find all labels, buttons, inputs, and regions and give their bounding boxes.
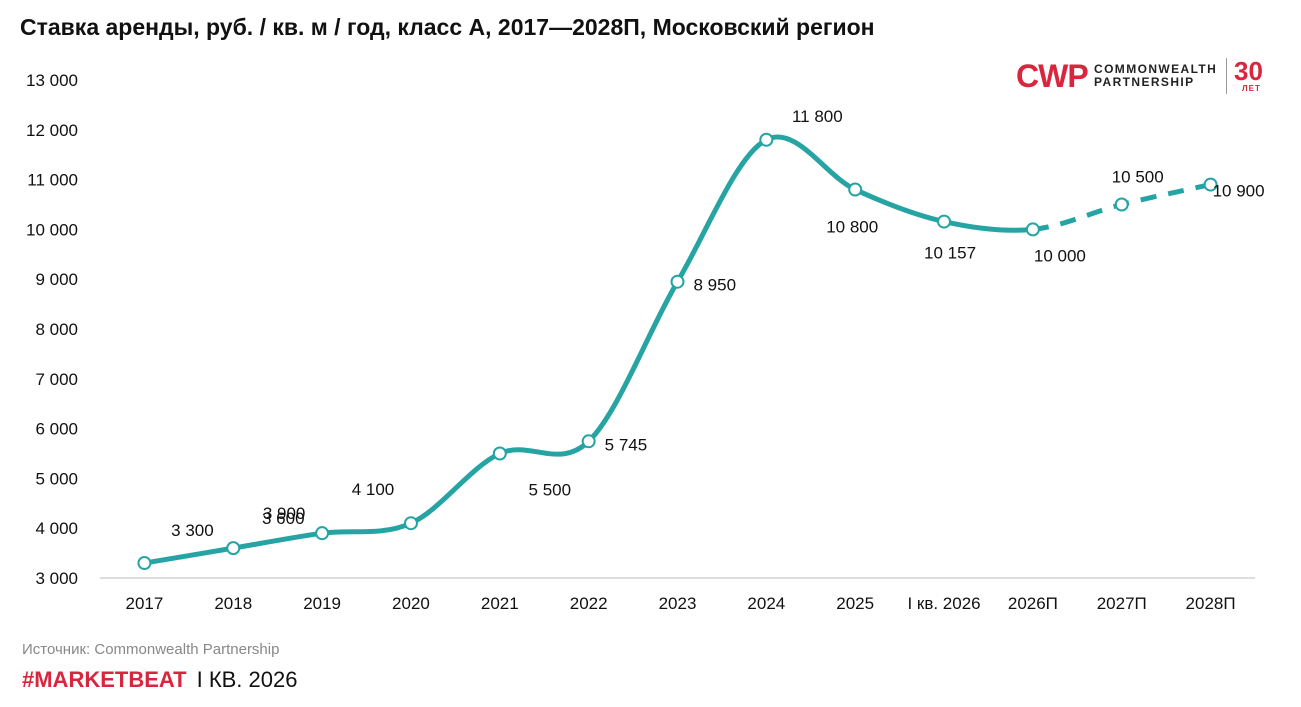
data-label: 5 500 xyxy=(529,481,572,500)
data-label: 4 100 xyxy=(352,480,395,499)
logo-mark: CWP xyxy=(1016,58,1089,94)
data-label: 10 157 xyxy=(924,244,976,263)
data-point xyxy=(403,516,418,531)
source-note: Источник: Commonwealth Partnership xyxy=(22,641,280,658)
data-point xyxy=(226,541,241,556)
footer-period: I КВ. 2026 xyxy=(196,667,298,692)
data-label: 10 900 xyxy=(1213,182,1265,201)
y-tick-label: 6 000 xyxy=(35,420,78,439)
x-tick-label: 2025 xyxy=(836,594,874,613)
data-point xyxy=(670,274,685,289)
y-tick-label: 3 000 xyxy=(35,569,78,588)
x-tick-label: 2021 xyxy=(481,594,519,613)
logo-divider xyxy=(1226,58,1227,94)
chart-title: Ставка аренды, руб. / кв. м / год, класс… xyxy=(20,14,875,40)
y-tick-label: 7 000 xyxy=(35,370,78,389)
y-tick-label: 5 000 xyxy=(35,469,78,488)
logo-name-line2: PARTNERSHIP xyxy=(1094,75,1195,89)
footer-tag: #MARKETBEAT xyxy=(22,667,187,692)
y-tick-label: 11 000 xyxy=(27,171,78,190)
data-point xyxy=(1025,222,1040,237)
y-tick-label: 4 000 xyxy=(35,519,78,538)
y-tick-label: 12 000 xyxy=(26,121,78,140)
data-point xyxy=(937,214,952,229)
x-tick-label: 2023 xyxy=(659,594,697,613)
data-label: 3 300 xyxy=(171,521,214,540)
data-point xyxy=(1203,177,1218,192)
logo-anniversary: 30 xyxy=(1234,56,1263,86)
data-point xyxy=(581,434,596,449)
data-label: 10 500 xyxy=(1112,168,1164,187)
logo-anniversary-label: ЛЕТ xyxy=(1242,84,1261,93)
data-label: 10 000 xyxy=(1034,246,1086,265)
data-label: 8 950 xyxy=(694,276,737,295)
data-point xyxy=(848,182,863,197)
x-tick-label: 2017 xyxy=(126,594,164,613)
y-tick-label: 9 000 xyxy=(35,270,78,289)
data-label: 3 900 xyxy=(263,504,306,523)
data-label: 3 600 xyxy=(262,509,305,528)
x-tick-label: 2022 xyxy=(570,594,608,613)
y-tick-label: 8 000 xyxy=(35,320,78,339)
company-logo: CWP COMMONWEALTH PARTNERSHIP 30 ЛЕТ xyxy=(1016,56,1276,100)
x-tick-label: 2027П xyxy=(1097,594,1147,613)
y-tick-label: 13 000 xyxy=(26,71,78,90)
y-tick-label: 10 000 xyxy=(26,220,78,239)
data-point xyxy=(1114,197,1129,212)
data-label: 10 800 xyxy=(826,218,878,237)
x-tick-label: 2026П xyxy=(1008,594,1058,613)
x-tick-label: 2028П xyxy=(1186,594,1236,613)
data-point xyxy=(492,446,507,461)
series-line-actual xyxy=(141,134,1036,566)
data-label: 11 800 xyxy=(792,107,843,126)
footer: #MARKETBEAT I КВ. 2026 xyxy=(22,667,297,693)
data-label: 5 745 xyxy=(605,435,648,454)
x-tick-label: 2019 xyxy=(303,594,341,613)
data-point xyxy=(759,132,774,147)
x-tick-label: 2018 xyxy=(214,594,252,613)
logo-name-line1: COMMONWEALTH xyxy=(1094,62,1218,76)
logo-name: COMMONWEALTH PARTNERSHIP xyxy=(1094,63,1217,89)
x-tick-label: I кв. 2026 xyxy=(907,594,980,613)
x-tick-label: 2024 xyxy=(747,594,785,613)
data-point xyxy=(315,526,330,541)
x-tick-label: 2020 xyxy=(392,594,430,613)
data-point xyxy=(137,556,152,571)
